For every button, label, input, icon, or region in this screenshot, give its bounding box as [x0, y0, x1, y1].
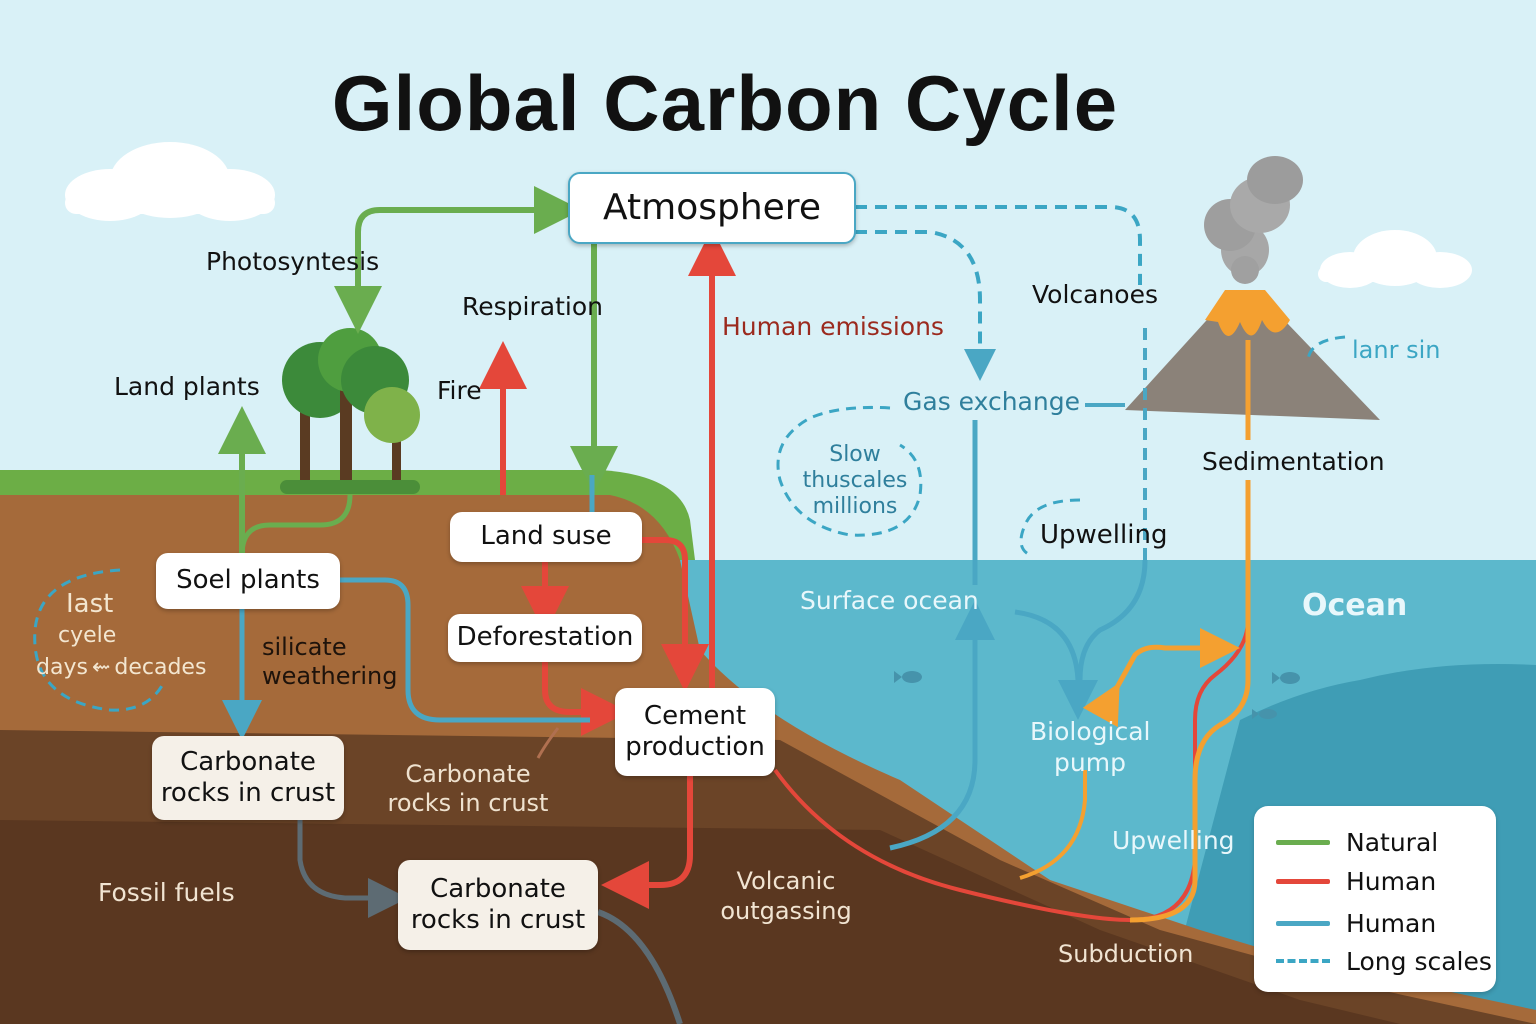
soel-plants-label: Soel plants — [176, 565, 320, 596]
biological-pump-label: Biological pump — [1030, 716, 1150, 778]
legend-row-long-scales: Long scales — [1254, 946, 1492, 976]
cloud-right-icon — [1318, 230, 1472, 288]
tree-soil-link — [239, 494, 353, 556]
cement-carbonate-arrow — [601, 775, 693, 909]
carbonate-mid-label: Carbonate rocks in crust — [383, 760, 553, 818]
atmosphere-gas-dash-arrow — [855, 230, 996, 381]
slow-line2: thuscales — [802, 468, 908, 493]
carbonate-mid-line2: rocks in crust — [387, 789, 549, 817]
legend-label-human-blue: Human — [1346, 908, 1437, 938]
carbonate-bottom-line2: rocks in crust — [410, 905, 586, 935]
fast-line3b: decades — [114, 655, 207, 680]
cement-label-line2: production — [625, 732, 765, 762]
legend-swatch-long-scales — [1276, 959, 1330, 963]
tree-group-icon — [280, 328, 420, 494]
fire-label: Fire — [437, 376, 482, 405]
legend-label-long-scales: Long scales — [1346, 946, 1492, 976]
carbonate-left-line1: Carbonate — [180, 746, 316, 777]
fast-line1: Iast — [66, 589, 114, 619]
deforestation-label: Deforestation — [456, 622, 634, 653]
surface-ocean-label: Surface ocean — [800, 586, 979, 615]
long-scale-top-dash — [855, 205, 1142, 285]
legend-row-human-red: Human — [1254, 866, 1436, 896]
slow-line3: millions — [812, 494, 898, 519]
soil-cement-blue-link — [340, 577, 590, 723]
carbonate-mid-line1: Carbonate — [405, 760, 531, 788]
carbonate-rocks-left-box: Carbonate rocks in crust — [152, 736, 344, 820]
atmosphere-box: Atmosphere — [568, 172, 856, 244]
legend-row-human-blue: Human — [1254, 908, 1436, 938]
fossil-fuels-label: Fossil fuels — [98, 878, 235, 907]
small-soil-link — [536, 727, 560, 759]
deep-pump-orange-link — [1019, 770, 1087, 880]
carbonate-left-line2: rocks in crust — [160, 778, 336, 808]
fast-line3: days — [36, 655, 88, 680]
slow-cycle-dash-loop — [776, 405, 923, 537]
gas-exchange-label: Gas exchange — [903, 387, 1080, 416]
volcano-icon — [1125, 156, 1380, 420]
carbonate-rocks-bottom-box: Carbonate rocks in crust — [398, 860, 598, 950]
human-emissions-label: Human emissions — [722, 312, 944, 341]
fast-cycle-dash-loop — [33, 568, 167, 712]
sediment-subduction-flow — [1129, 480, 1251, 923]
carbonate-to-carbonate-arrow — [297, 820, 408, 918]
photosynthesis-arrow — [355, 186, 582, 305]
land-use-box: Land suse — [450, 512, 642, 562]
photosynthesis-label: Photosyntesis — [206, 247, 380, 276]
fast-cycle-label: Iast cyele days ⇜ decades — [36, 588, 236, 684]
volcanoes-label: Volcanoes — [1032, 280, 1159, 309]
atmosphere-label: Atmosphere — [603, 187, 821, 229]
cloud-left-icon — [65, 142, 275, 221]
deep-to-surface-arrow — [889, 600, 995, 851]
cement-production-box: Cement production — [615, 688, 775, 776]
biological-line2: pump — [1054, 748, 1126, 777]
cement-label-line1: Cement — [643, 700, 747, 731]
volcanic-line2: outgassing — [720, 897, 852, 925]
deforestation-box: Deforestation — [448, 614, 642, 662]
silicate-weathering-label: silicate weathering — [262, 633, 397, 691]
landuse-cement-arrow — [630, 537, 709, 692]
ocean-label: Ocean — [1302, 588, 1408, 623]
silicate-line2: weathering — [262, 662, 398, 690]
deep-subduction-line — [596, 909, 683, 1024]
volcanic-outgassing-label: Volcanic outgassing — [706, 866, 866, 926]
upwelling-top-label: Upwelling — [1040, 520, 1168, 550]
slow-cycle-label: Slow thuscales millions — [800, 442, 910, 520]
fast-line2: cyele — [58, 623, 117, 648]
lanr-sin-dash — [1306, 335, 1346, 361]
respiration-label: Respiration — [462, 292, 603, 321]
page-title: Global Carbon Cycle — [331, 59, 1119, 147]
biological-line1: Biological — [1030, 717, 1151, 746]
upwelling-bottom-label: Upwelling — [1112, 826, 1235, 855]
legend-swatch-human-red — [1276, 878, 1330, 884]
land-use-label: Land suse — [480, 521, 612, 552]
legend-row-natural: Natural — [1254, 827, 1438, 857]
legend-label-natural: Natural — [1346, 827, 1439, 857]
sedimentation-label: Sedimentation — [1202, 447, 1385, 476]
upwelling-dash-loop — [1019, 498, 1081, 557]
deforest-cement-arrow — [542, 662, 629, 736]
legend-swatch-human-blue — [1276, 920, 1330, 926]
slow-line1: Slow — [829, 442, 881, 467]
fish-icons — [894, 671, 1300, 719]
lanr-sin-label: lanr sin — [1352, 336, 1441, 364]
legend: Natural Human Human Long scales — [1254, 806, 1496, 992]
legend-swatch-natural — [1276, 839, 1330, 845]
silicate-line1: silicate — [262, 633, 347, 661]
subduction-label: Subduction — [1058, 940, 1194, 968]
pump-sediment-double-arrow — [1082, 628, 1240, 728]
soel-plants-box: Soel plants — [156, 553, 340, 609]
deep-crust-layer — [0, 820, 1400, 1024]
legend-label-human-red: Human — [1346, 866, 1437, 896]
land-plants-label: Land plants — [114, 372, 260, 401]
volcanic-line1: Volcanic — [736, 867, 836, 895]
carbonate-bottom-line1: Carbonate — [430, 873, 566, 904]
